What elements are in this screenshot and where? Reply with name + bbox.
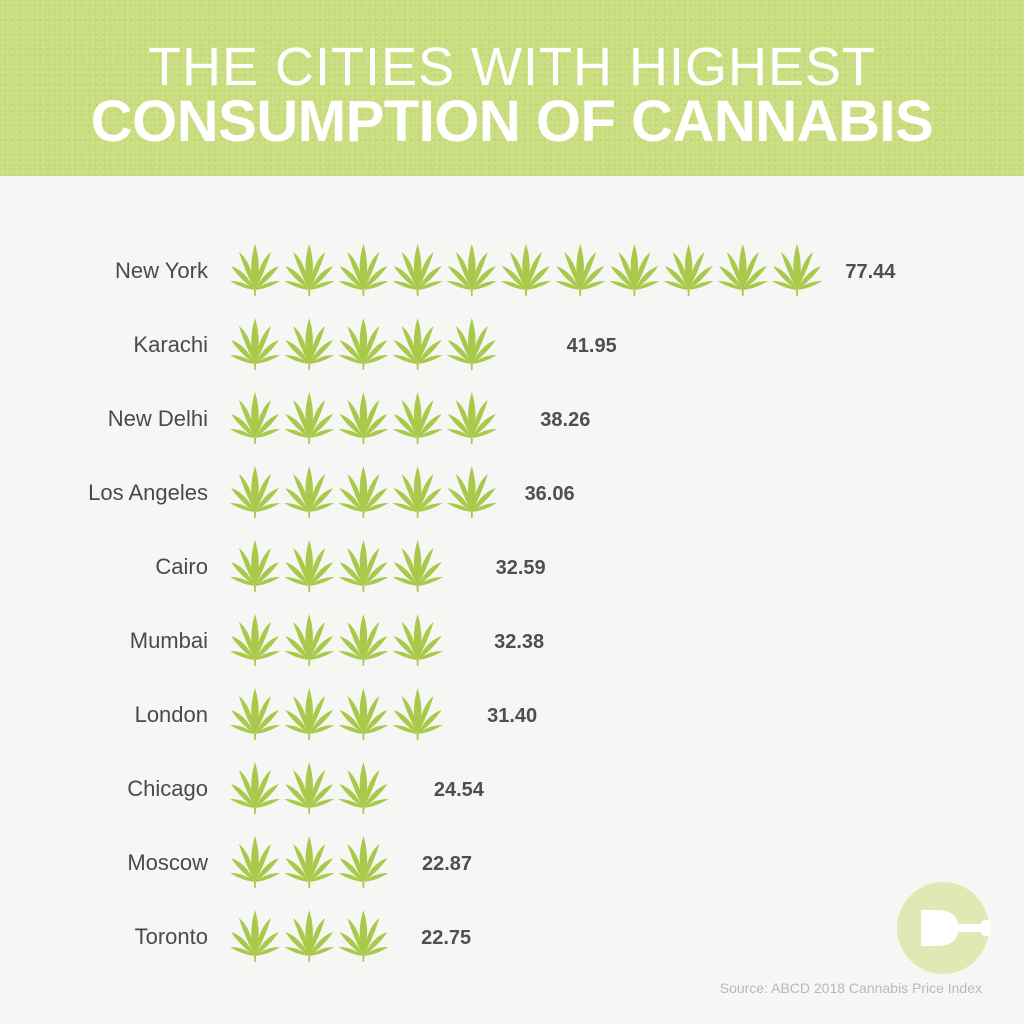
cannabis-leaf-icon xyxy=(338,318,389,370)
source-note: Source: ABCD 2018 Cannabis Price Index xyxy=(719,980,982,996)
category-label: London xyxy=(135,702,208,727)
cannabis-leaf-icon xyxy=(338,244,389,296)
cannabis-leaf-icon xyxy=(338,688,389,740)
chart-row: London 31.40 xyxy=(135,688,537,740)
chart-row: Mumbai 32.38 xyxy=(130,614,544,666)
category-label: Toronto xyxy=(135,924,208,949)
chart-row: Los Angeles 36.06 xyxy=(88,466,575,518)
cannabis-leaf-icon xyxy=(230,762,280,814)
cannabis-leaf-icon xyxy=(392,244,443,296)
cannabis-leaf-icon xyxy=(284,466,335,518)
cannabis-leaf-icon xyxy=(230,836,280,888)
cannabis-leaf-icon xyxy=(501,318,551,370)
value-label: 32.38 xyxy=(494,631,544,653)
cannabis-leaf-icon xyxy=(392,688,443,740)
value-label: 32.59 xyxy=(496,557,546,579)
value-label: 36.06 xyxy=(525,483,575,505)
cannabis-leaf-icon xyxy=(230,466,280,518)
cannabis-leaf-icon xyxy=(284,318,335,370)
cannabis-leaf-icon xyxy=(447,614,497,666)
cannabis-leaf-icon xyxy=(446,318,497,370)
cannabis-leaf-icon xyxy=(392,540,443,592)
cannabis-leaf-icon xyxy=(338,614,389,666)
cannabis-leaf-icon xyxy=(230,540,280,592)
category-label: Cairo xyxy=(155,554,208,579)
cannabis-leaf-icon xyxy=(392,392,443,444)
chart-row: Toronto 22.75 xyxy=(135,910,471,962)
category-label: New York xyxy=(115,258,209,283)
cannabis-leaf-icon xyxy=(230,614,280,666)
cannabis-leaf-icon xyxy=(446,392,497,444)
value-label: 31.40 xyxy=(487,705,537,727)
category-label: Karachi xyxy=(133,332,208,357)
value-label: 24.54 xyxy=(434,779,485,801)
cannabis-leaf-icon xyxy=(772,244,822,296)
cannabis-leaf-icon xyxy=(284,836,335,888)
category-label: Los Angeles xyxy=(88,480,208,505)
chart-row: Karachi 41.95 xyxy=(133,318,617,370)
header-banner: THE CITIES WITH HIGHEST CONSUMPTION OF C… xyxy=(0,0,1024,176)
value-label: 22.75 xyxy=(421,927,471,949)
cannabis-leaf-icon xyxy=(284,614,335,666)
chart-row: Cairo 32.59 xyxy=(155,540,546,592)
cannabis-leaf-icon xyxy=(230,318,280,370)
category-label: New Delhi xyxy=(108,406,208,431)
cannabis-leaf-icon xyxy=(717,244,768,296)
cannabis-leaf-icon xyxy=(284,910,335,962)
category-label: Mumbai xyxy=(130,628,208,653)
cannabis-leaf-icon xyxy=(555,244,606,296)
chart-row: Moscow 22.87 xyxy=(127,836,472,888)
cannabis-leaf-icon xyxy=(230,688,280,740)
chart-row: Chicago 24.54 xyxy=(127,762,485,814)
cannabis-leaf-icon xyxy=(284,688,335,740)
cannabis-leaf-icon xyxy=(446,466,497,518)
chart-row: New Delhi 38.26 xyxy=(108,392,590,444)
cannabis-leaf-icon xyxy=(284,392,335,444)
cannabis-leaf-icon xyxy=(338,910,389,962)
cannabis-leaf-icon xyxy=(392,614,443,666)
cannabis-leaf-icon xyxy=(230,392,280,444)
value-label: 41.95 xyxy=(567,335,617,357)
title-line-2: CONSUMPTION OF CANNABIS xyxy=(90,89,934,154)
cannabis-leaf-icon xyxy=(338,762,389,814)
cannabis-leaf-icon xyxy=(392,318,443,370)
cannabis-leaf-icon xyxy=(663,244,714,296)
cannabis-leaf-icon xyxy=(338,466,389,518)
pictograph-chart: New York 77.44 Karachi 41.95 New Delhi 38.26 L… xyxy=(88,244,896,962)
cannabis-leaf-icon xyxy=(284,540,335,592)
cannabis-leaf-icon xyxy=(338,540,389,592)
brand-logo-icon xyxy=(897,882,991,974)
title-line-1: THE CITIES WITH HIGHEST xyxy=(147,37,876,97)
cannabis-leaf-icon xyxy=(230,910,280,962)
cannabis-leaf-icon xyxy=(338,836,389,888)
value-label: 38.26 xyxy=(540,409,590,431)
cannabis-leaf-icon xyxy=(446,244,497,296)
category-label: Moscow xyxy=(127,850,208,875)
category-label: Chicago xyxy=(127,776,208,801)
value-label: 77.44 xyxy=(845,261,896,283)
cannabis-leaf-icon xyxy=(609,244,660,296)
cannabis-leaf-icon xyxy=(230,244,280,296)
cannabis-leaf-icon xyxy=(447,540,497,592)
value-label: 22.87 xyxy=(422,853,472,875)
cannabis-leaf-icon xyxy=(284,244,335,296)
cannabis-leaf-icon xyxy=(501,244,551,296)
cannabis-leaf-icon xyxy=(284,762,335,814)
cannabis-leaf-icon xyxy=(338,392,389,444)
chart-row: New York 77.44 xyxy=(115,244,896,296)
cannabis-leaf-icon xyxy=(392,466,443,518)
